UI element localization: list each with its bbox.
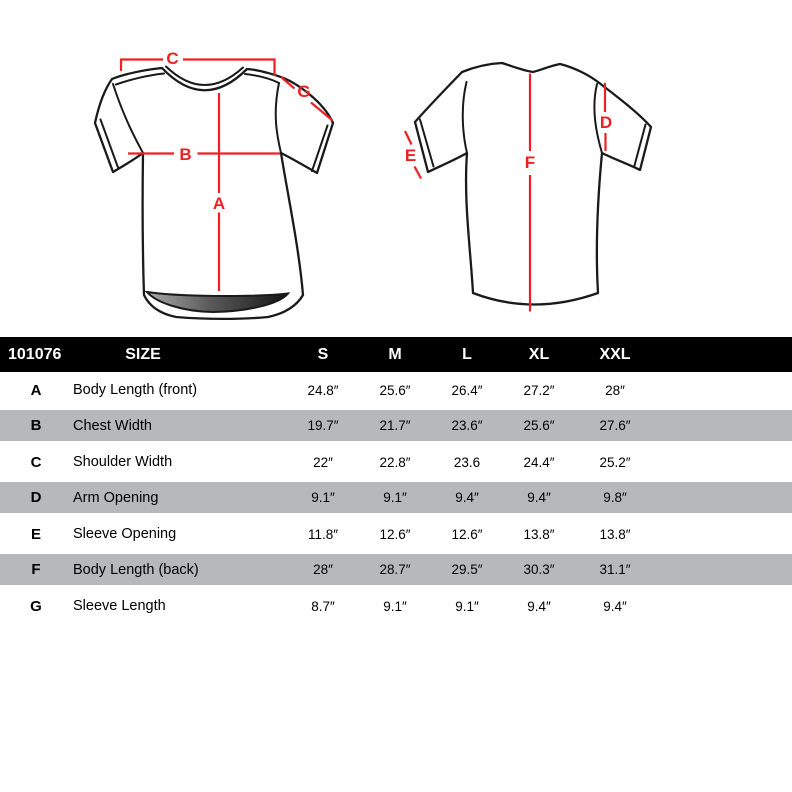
measure-line-D xyxy=(603,83,607,151)
measure-label-G: G xyxy=(297,82,310,101)
value-cell-m: 25.6″ xyxy=(379,382,411,398)
table-row: D Arm Opening 9.1″ 9.1″ 9.4″ 9.4″ 9.8″ xyxy=(0,480,792,516)
size-header-s: S xyxy=(317,345,329,363)
value-cell-xxl: 25.2″ xyxy=(599,454,631,470)
value-cell-xl: 13.8″ xyxy=(523,526,555,542)
value-cell-s: 24.8″ xyxy=(307,382,339,398)
value-cell-xxl: 9.4″ xyxy=(603,598,627,614)
value-cell-l: 9.4″ xyxy=(455,490,479,505)
value-cell-l: 29.5″ xyxy=(451,562,483,577)
product-code: 101076 xyxy=(8,345,62,363)
left-cuff-line xyxy=(99,118,119,169)
row-letter: C xyxy=(30,453,42,471)
table-rows: A Body Length (front) 24.8″ 25.6″ 26.4″ … xyxy=(0,372,792,624)
table-header: 101076 SIZE S M L XL XXL xyxy=(0,337,792,372)
row-label: Chest Width xyxy=(73,417,152,434)
row-label: Body Length (back) xyxy=(73,561,199,578)
table-row: C Shoulder Width 22″ 22.8″ 23.6 24.4″ 25… xyxy=(0,444,792,480)
value-cell-s: 8.7″ xyxy=(311,598,335,614)
value-cell-s: 19.7″ xyxy=(307,418,339,433)
measure-label-E: E xyxy=(405,146,416,165)
value-cell-s: 9.1″ xyxy=(311,490,335,505)
row-letter: E xyxy=(30,525,41,543)
table-row: G Sleeve Length 8.7″ 9.1″ 9.1″ 9.4″ 9.4″ xyxy=(0,588,792,624)
table-row: F Body Length (back) 28″ 28.7″ 29.5″ 30.… xyxy=(0,552,792,588)
back-right-cuff-line xyxy=(633,123,647,167)
size-column-title: SIZE xyxy=(125,345,161,363)
value-cell-l: 23.6 xyxy=(453,454,481,470)
value-cell-s: 11.8″ xyxy=(307,526,339,542)
back-left-cuff-line xyxy=(419,118,435,168)
table-row: E Sleeve Opening 11.8″ 12.6″ 12.6″ 13.8″… xyxy=(0,516,792,552)
measure-label-B: B xyxy=(179,145,191,164)
size-table: 101076 SIZE S M L XL XXL A Body Length (… xyxy=(0,337,792,624)
value-cell-xl: 9.4″ xyxy=(527,598,551,614)
value-cell-xxl: 28″ xyxy=(605,382,625,398)
back-shirt xyxy=(413,61,653,306)
measure-label-F: F xyxy=(525,153,535,172)
row-letter: D xyxy=(30,489,42,506)
table-row: A Body Length (front) 24.8″ 25.6″ 26.4″ … xyxy=(0,372,792,408)
value-cell-xxl: 9.8″ xyxy=(603,490,627,505)
right-shoulder-seam xyxy=(244,73,280,84)
size-header-xxl: XXL xyxy=(599,345,631,363)
measurement-lines: C G B A F D E xyxy=(119,49,612,312)
value-cell-m: 22.8″ xyxy=(379,454,411,470)
value-cell-xl: 9.4″ xyxy=(527,490,551,505)
left-sleeve-seam xyxy=(112,83,144,154)
row-label: Sleeve Length xyxy=(73,598,166,614)
back-right-sleeve-seam xyxy=(593,83,603,154)
value-cell-m: 9.1″ xyxy=(383,490,407,505)
value-cell-l: 26.4″ xyxy=(451,382,483,398)
measure-line-G xyxy=(280,76,334,122)
right-sleeve-seam xyxy=(274,82,282,154)
value-cell-m: 21.7″ xyxy=(379,418,411,433)
row-letter: A xyxy=(30,381,42,399)
value-cell-xl: 30.3″ xyxy=(523,562,555,577)
right-cuff-line xyxy=(311,124,329,172)
left-shoulder-seam xyxy=(115,72,165,86)
table-row: B Chest Width 19.7″ 21.7″ 23.6″ 25.6″ 27… xyxy=(0,408,792,444)
value-cell-xl: 27.2″ xyxy=(523,382,555,398)
value-cell-xl: 25.6″ xyxy=(523,418,555,433)
row-label: Shoulder Width xyxy=(73,454,173,470)
collar-inner-line xyxy=(165,65,244,86)
measure-label-D: D xyxy=(600,113,612,132)
value-cell-xxl: 27.6″ xyxy=(599,418,631,433)
row-label: Sleeve Opening xyxy=(73,526,177,542)
row-letter: B xyxy=(30,417,42,434)
value-cell-s: 22″ xyxy=(313,454,333,470)
value-cell-l: 9.1″ xyxy=(455,598,479,614)
row-letter: F xyxy=(31,561,41,578)
back-left-sleeve-seam xyxy=(461,81,468,154)
row-letter: G xyxy=(30,597,42,615)
value-cell-xxl: 31.1″ xyxy=(599,562,631,577)
size-header-m: M xyxy=(388,345,402,363)
value-cell-m: 12.6″ xyxy=(379,526,411,542)
value-cell-xl: 24.4″ xyxy=(523,454,555,470)
front-shirt xyxy=(93,65,335,321)
row-label: Body Length (front) xyxy=(73,382,198,398)
value-cell-l: 12.6″ xyxy=(451,526,483,542)
value-cell-m: 9.1″ xyxy=(383,598,407,614)
row-label: Arm Opening xyxy=(73,489,159,506)
measure-label-C: C xyxy=(166,49,178,68)
measure-line-E xyxy=(404,130,422,180)
measure-label-A: A xyxy=(213,194,225,213)
value-cell-s: 28″ xyxy=(313,562,333,577)
value-cell-m: 28.7″ xyxy=(379,562,411,577)
size-diagram: C G B A F D E xyxy=(93,49,653,321)
value-cell-xxl: 13.8″ xyxy=(599,526,631,542)
measure-line-C xyxy=(119,58,276,76)
hem-band xyxy=(144,290,291,314)
size-header-xl: XL xyxy=(528,345,550,363)
size-header-l: L xyxy=(462,345,472,363)
value-cell-l: 23.6″ xyxy=(451,418,483,433)
